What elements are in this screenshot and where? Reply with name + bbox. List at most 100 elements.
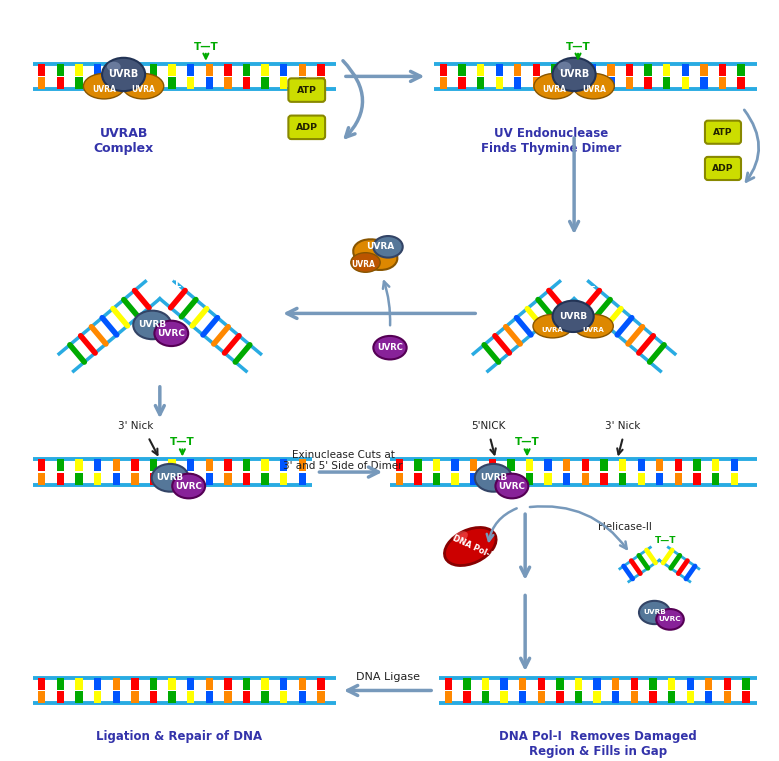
Ellipse shape bbox=[453, 531, 468, 543]
Bar bbox=[575, 691, 582, 703]
Bar bbox=[556, 678, 563, 689]
Bar bbox=[113, 473, 120, 485]
Bar bbox=[607, 78, 615, 89]
Bar bbox=[495, 78, 503, 89]
Bar bbox=[507, 460, 515, 471]
Text: T—T: T—T bbox=[170, 437, 195, 447]
Bar bbox=[631, 691, 638, 703]
Bar bbox=[150, 78, 157, 89]
Bar bbox=[280, 64, 287, 75]
Bar bbox=[481, 691, 489, 703]
Bar bbox=[224, 678, 231, 689]
Bar bbox=[243, 473, 250, 485]
Bar bbox=[57, 64, 64, 75]
FancyBboxPatch shape bbox=[705, 121, 741, 144]
Bar bbox=[317, 78, 325, 89]
Bar bbox=[298, 678, 306, 689]
Bar bbox=[243, 678, 250, 689]
Bar bbox=[94, 691, 101, 703]
Bar bbox=[38, 64, 45, 75]
Bar bbox=[57, 473, 64, 485]
Bar bbox=[298, 78, 306, 89]
Bar bbox=[224, 460, 231, 471]
Bar bbox=[76, 78, 83, 89]
Bar bbox=[414, 460, 421, 471]
Bar bbox=[538, 678, 545, 689]
Bar bbox=[317, 64, 325, 75]
Bar bbox=[262, 460, 269, 471]
Bar bbox=[94, 473, 101, 485]
Bar bbox=[458, 64, 466, 75]
Ellipse shape bbox=[353, 239, 397, 270]
Text: UVRB: UVRB bbox=[643, 610, 666, 616]
Text: T—T: T—T bbox=[515, 437, 540, 447]
Bar bbox=[601, 473, 608, 485]
Bar bbox=[113, 64, 120, 75]
Text: UVRA: UVRA bbox=[366, 242, 394, 251]
Bar bbox=[150, 64, 157, 75]
Bar bbox=[113, 691, 120, 703]
Text: UVRA: UVRA bbox=[92, 84, 116, 94]
Bar bbox=[458, 78, 466, 89]
Bar bbox=[700, 78, 707, 89]
Bar bbox=[206, 460, 213, 471]
Bar bbox=[731, 473, 738, 485]
Bar bbox=[649, 678, 657, 689]
Bar bbox=[113, 460, 120, 471]
Bar bbox=[495, 64, 503, 75]
Bar bbox=[280, 678, 287, 689]
Bar bbox=[705, 678, 713, 689]
FancyBboxPatch shape bbox=[288, 116, 325, 139]
Bar bbox=[545, 460, 552, 471]
Ellipse shape bbox=[656, 609, 684, 629]
Text: ADP: ADP bbox=[296, 123, 318, 132]
Bar bbox=[38, 78, 45, 89]
Bar bbox=[433, 460, 440, 471]
Bar bbox=[619, 460, 626, 471]
Bar bbox=[131, 460, 139, 471]
Bar bbox=[656, 473, 664, 485]
Bar bbox=[682, 78, 689, 89]
Bar bbox=[94, 64, 101, 75]
Ellipse shape bbox=[552, 301, 594, 332]
Bar bbox=[637, 473, 645, 485]
Bar bbox=[317, 678, 325, 689]
Bar bbox=[594, 678, 601, 689]
Bar bbox=[224, 64, 231, 75]
Text: UVRB: UVRB bbox=[138, 320, 167, 330]
Bar bbox=[612, 678, 619, 689]
Text: T    T: T T bbox=[156, 286, 182, 295]
Bar bbox=[519, 691, 527, 703]
Bar bbox=[738, 64, 745, 75]
Bar bbox=[298, 473, 306, 485]
Ellipse shape bbox=[152, 464, 189, 492]
Bar bbox=[452, 473, 459, 485]
Bar bbox=[94, 78, 101, 89]
Bar bbox=[433, 473, 440, 485]
Text: UVRC: UVRC bbox=[499, 482, 525, 491]
Bar bbox=[601, 460, 608, 471]
Bar bbox=[712, 473, 719, 485]
Bar bbox=[187, 64, 194, 75]
Ellipse shape bbox=[534, 74, 575, 99]
Bar bbox=[682, 64, 689, 75]
Bar bbox=[663, 78, 671, 89]
Text: UVRA: UVRA bbox=[131, 84, 155, 94]
Bar bbox=[686, 691, 694, 703]
Ellipse shape bbox=[573, 74, 615, 99]
Bar bbox=[168, 691, 176, 703]
Text: T—T: T—T bbox=[193, 42, 218, 52]
Bar bbox=[280, 473, 287, 485]
Bar bbox=[76, 691, 83, 703]
Bar bbox=[57, 691, 64, 703]
Bar bbox=[626, 78, 633, 89]
Bar bbox=[396, 460, 403, 471]
Bar bbox=[464, 691, 471, 703]
Text: DNA Pol-I  Removes Damaged
Region & Fills in Gap: DNA Pol-I Removes Damaged Region & Fills… bbox=[499, 730, 696, 758]
Bar bbox=[206, 473, 213, 485]
Bar bbox=[644, 78, 652, 89]
Bar bbox=[168, 78, 176, 89]
Bar bbox=[631, 678, 638, 689]
Bar bbox=[113, 678, 120, 689]
Text: UVRB: UVRB bbox=[559, 69, 589, 79]
